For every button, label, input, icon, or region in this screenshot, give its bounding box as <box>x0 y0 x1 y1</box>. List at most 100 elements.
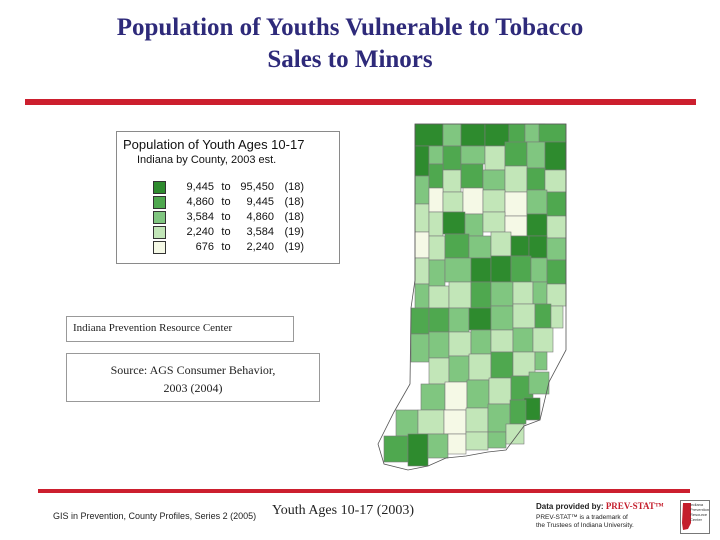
county <box>443 409 467 435</box>
county <box>428 307 450 333</box>
legend-swatch <box>153 210 166 224</box>
prev-stat-credit: Data provided by: PREV-STAT™ PREV-STAT™ … <box>530 498 710 534</box>
county <box>462 187 484 215</box>
legend-from: 676 <box>195 241 214 253</box>
legend-item: 9,445 to 95,450 (18) <box>153 180 304 194</box>
legend-count: (19) <box>284 241 304 253</box>
legend-title: Population of Youth Ages 10-17 <box>123 137 305 152</box>
county <box>468 235 492 259</box>
county <box>528 235 548 259</box>
county <box>509 399 527 425</box>
legend-subtitle: Indiana by County, 2003 est. <box>137 154 277 166</box>
county <box>526 213 548 237</box>
county <box>546 259 567 285</box>
county <box>448 331 472 357</box>
county <box>414 123 444 147</box>
county <box>447 433 467 455</box>
county <box>460 145 486 165</box>
legend-item: 2,240 to 3,584 (19) <box>153 225 304 239</box>
county <box>510 255 532 283</box>
legend-from: 4,860 <box>186 196 214 208</box>
county <box>544 141 567 171</box>
county <box>428 235 446 261</box>
county <box>512 281 534 305</box>
source-line-1: Source: AGS Consumer Behavior, <box>110 363 276 377</box>
county <box>448 281 472 309</box>
state-outline <box>377 123 567 471</box>
indiana-silhouette-icon <box>682 503 691 530</box>
county <box>528 371 550 395</box>
county <box>546 237 567 261</box>
county <box>470 329 492 355</box>
county <box>470 281 492 309</box>
county <box>484 145 506 171</box>
ipre-credit-box: Indiana Prevention Resource Center <box>66 316 294 342</box>
legend-to: 95,450 <box>240 181 274 193</box>
county <box>428 145 444 165</box>
prev-stat-trademark: PREV-STAT™ is a trademark of the Trustee… <box>536 514 634 530</box>
county-shapes <box>383 123 567 467</box>
county <box>490 231 512 257</box>
county <box>482 169 506 191</box>
county <box>442 169 462 193</box>
county <box>512 303 536 329</box>
ipre-label: Indiana Prevention Resource Center <box>73 322 233 334</box>
legend-swatch <box>153 195 166 209</box>
county <box>546 283 567 307</box>
county <box>444 381 468 411</box>
legend-from: 2,240 <box>186 226 214 238</box>
county <box>428 357 450 385</box>
county <box>482 211 506 233</box>
county <box>465 431 489 451</box>
county <box>468 307 492 331</box>
legend-count: (19) <box>284 226 304 238</box>
legend-swatch <box>153 180 166 194</box>
county <box>383 435 409 463</box>
county <box>534 303 552 329</box>
county <box>546 191 567 217</box>
legend-to-word: to <box>221 196 231 208</box>
county <box>526 141 546 169</box>
slide-title: Population of Youths Vulnerable to Tobac… <box>40 12 660 76</box>
legend-to-word: to <box>221 226 231 238</box>
county <box>490 281 514 307</box>
county <box>505 423 525 445</box>
county <box>428 331 450 359</box>
prev-stat-line-3: the Trustees of Indiana University. <box>536 522 634 529</box>
county <box>428 259 446 287</box>
prev-stat-line-1: Data provided by: PREV-STAT™ <box>536 501 664 511</box>
county <box>487 431 507 449</box>
county <box>444 233 470 259</box>
county <box>490 305 514 331</box>
ipre-logo <box>680 500 710 534</box>
ipre-logo-text: Indiana Prevention Resource Center <box>690 502 710 522</box>
county <box>534 351 548 371</box>
county <box>532 281 548 305</box>
legend-swatch <box>153 225 166 239</box>
county <box>544 169 567 193</box>
county <box>468 353 492 381</box>
county <box>448 307 470 333</box>
county <box>428 211 444 237</box>
county <box>546 215 567 239</box>
legend-count: (18) <box>284 181 304 193</box>
top-divider <box>25 99 696 105</box>
county <box>466 379 490 409</box>
county <box>395 409 419 437</box>
county <box>512 327 534 353</box>
county <box>470 257 492 283</box>
county <box>523 397 541 421</box>
county <box>504 165 528 193</box>
source-box: Source: AGS Consumer Behavior, 2003 (200… <box>66 353 320 402</box>
legend-item: 4,860 to 9,445 (18) <box>153 195 304 209</box>
county <box>490 351 514 379</box>
county <box>526 189 548 215</box>
legend-from: 9,445 <box>186 181 214 193</box>
county <box>414 145 430 177</box>
county <box>407 433 429 467</box>
county <box>504 141 528 167</box>
county <box>442 211 466 235</box>
indiana-county-map <box>377 123 567 471</box>
county <box>420 383 446 411</box>
county <box>490 329 514 353</box>
